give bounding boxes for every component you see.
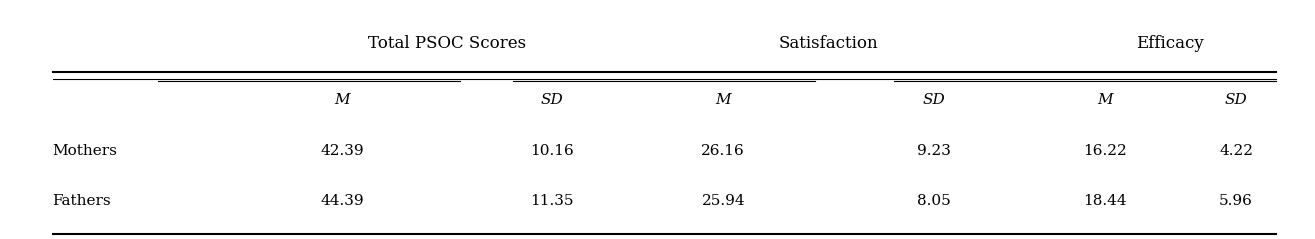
Text: 25.94: 25.94 bbox=[701, 194, 746, 208]
Text: Efficacy: Efficacy bbox=[1136, 34, 1205, 52]
Text: SD: SD bbox=[540, 93, 564, 107]
Text: M: M bbox=[334, 93, 350, 107]
Text: Mothers: Mothers bbox=[53, 144, 117, 158]
Text: 18.44: 18.44 bbox=[1082, 194, 1127, 208]
Text: Fathers: Fathers bbox=[53, 194, 112, 208]
Text: SD: SD bbox=[922, 93, 945, 107]
Text: SD: SD bbox=[1224, 93, 1248, 107]
Text: 5.96: 5.96 bbox=[1219, 194, 1253, 208]
Text: M: M bbox=[1097, 93, 1112, 107]
Text: 42.39: 42.39 bbox=[320, 144, 364, 158]
Text: 26.16: 26.16 bbox=[701, 144, 746, 158]
Text: 9.23: 9.23 bbox=[917, 144, 951, 158]
Text: 11.35: 11.35 bbox=[530, 194, 575, 208]
Text: Satisfaction: Satisfaction bbox=[778, 34, 878, 52]
Text: 8.05: 8.05 bbox=[917, 194, 951, 208]
Text: 16.22: 16.22 bbox=[1082, 144, 1127, 158]
Text: Total PSOC Scores: Total PSOC Scores bbox=[368, 34, 526, 52]
Text: 4.22: 4.22 bbox=[1219, 144, 1253, 158]
Text: M: M bbox=[715, 93, 731, 107]
Text: 44.39: 44.39 bbox=[320, 194, 364, 208]
Text: 10.16: 10.16 bbox=[530, 144, 575, 158]
